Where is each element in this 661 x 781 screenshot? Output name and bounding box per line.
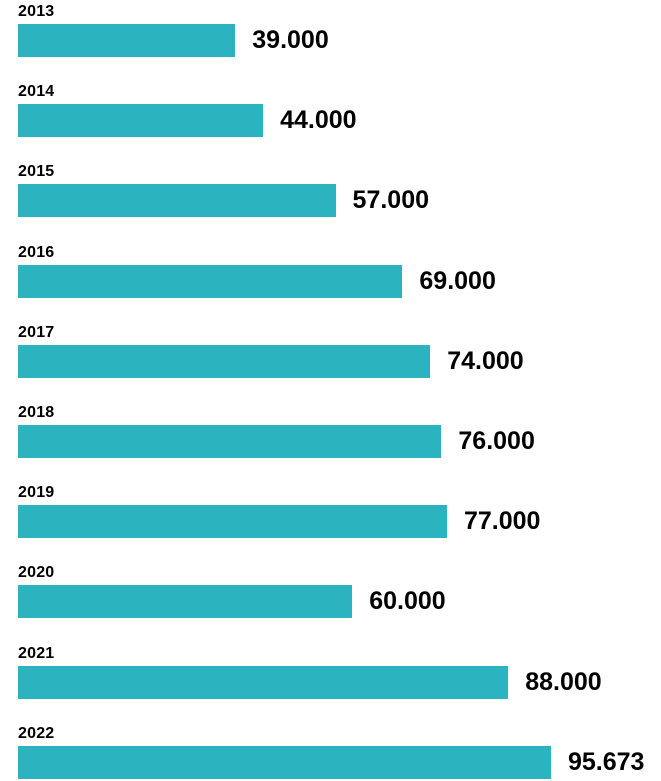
- bar: [18, 424, 442, 458]
- value-label: 57.000: [352, 186, 430, 215]
- year-label: 2014: [18, 83, 55, 101]
- year-label: 2013: [18, 3, 55, 20]
- chart-row: 2020 60.000: [0, 561, 661, 641]
- value-label: 39.000: [252, 26, 329, 54]
- value-label: 60.000: [369, 587, 446, 616]
- value-label: 77.000: [463, 507, 541, 536]
- year-label: 2022: [18, 724, 55, 742]
- year-label: 2015: [18, 163, 55, 181]
- value-label: 76.000: [458, 426, 535, 455]
- chart-row: 2017 74.000: [0, 321, 661, 401]
- value-label: 44.000: [280, 106, 357, 135]
- bar: [18, 344, 431, 378]
- bar: [18, 104, 264, 138]
- chart-row: 2021 88.000: [0, 642, 661, 722]
- value-label: 74.000: [447, 346, 524, 375]
- bar: [18, 184, 336, 218]
- year-label: 2017: [18, 323, 55, 341]
- chart-row: 2016 69.000: [0, 241, 661, 321]
- bar: [18, 745, 551, 779]
- chart-row: 2014 44.000: [0, 80, 661, 160]
- year-label: 2019: [18, 484, 55, 502]
- bar: [18, 505, 447, 539]
- year-label: 2021: [18, 644, 55, 662]
- value-label: 95.673: [568, 747, 645, 776]
- chart-row: 2019 77.000: [0, 481, 661, 561]
- chart-row: 2013 39.000: [0, 0, 661, 80]
- year-label: 2018: [18, 403, 55, 421]
- year-label: 2020: [18, 564, 55, 582]
- bar: [18, 665, 509, 699]
- value-label: 88.000: [525, 667, 602, 696]
- bar: [18, 24, 236, 57]
- value-label: 69.000: [419, 266, 496, 295]
- chart-row: 2018 76.000: [0, 401, 661, 481]
- year-label: 2016: [18, 243, 55, 261]
- chart-row: 2022 95.673: [0, 722, 661, 781]
- bar: [18, 585, 353, 619]
- bar: [18, 264, 403, 298]
- chart-row: 2015 57.000: [0, 160, 661, 240]
